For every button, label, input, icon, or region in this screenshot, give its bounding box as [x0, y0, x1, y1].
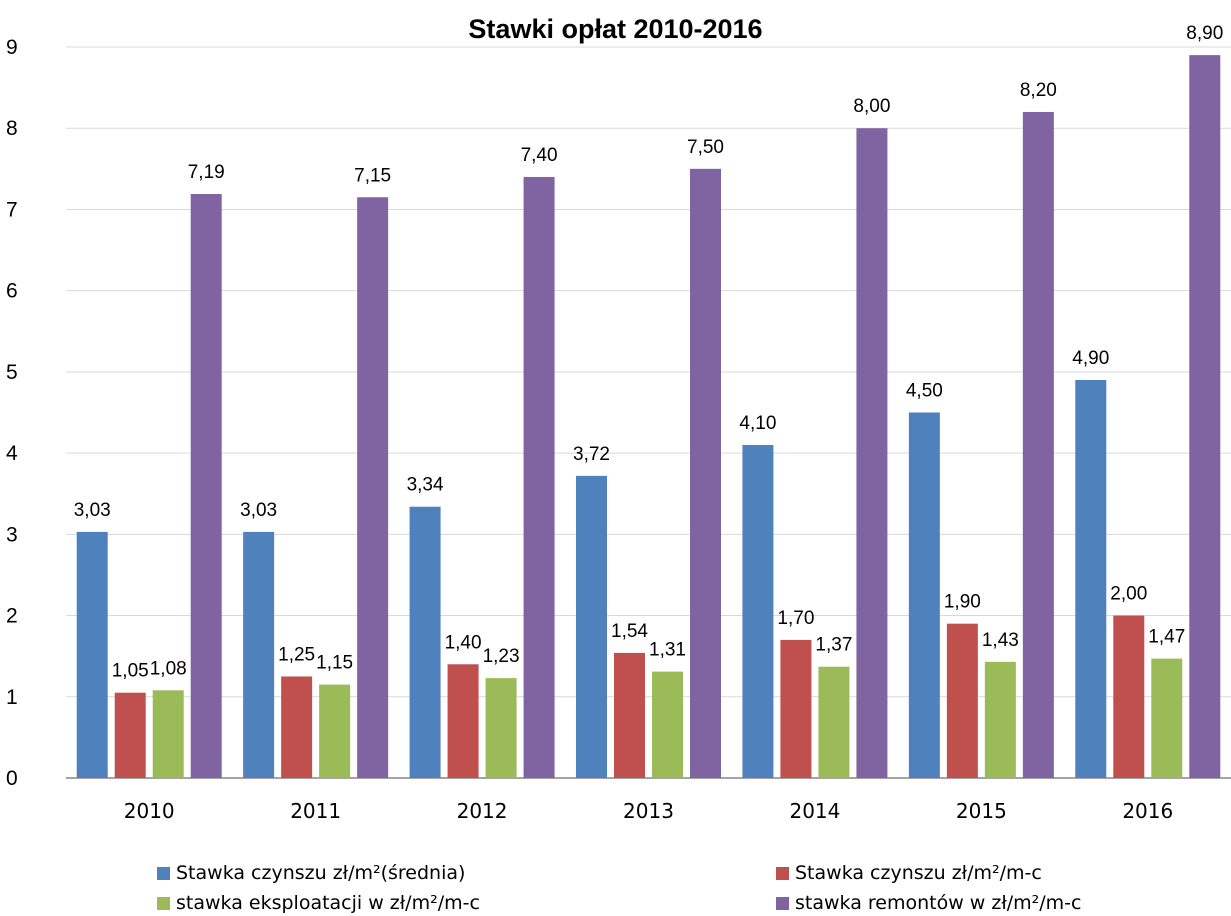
- data-label: 7,15: [354, 165, 391, 186]
- x-tick-label: 2012: [457, 799, 508, 823]
- legend-item-czynsz-mc: Stawka czynszu zł/m²/m-c: [776, 862, 1042, 884]
- bar: [780, 639, 812, 778]
- data-label: 1,70: [777, 608, 814, 629]
- x-tick-label: 2013: [623, 799, 674, 823]
- data-label: 8,00: [853, 96, 890, 117]
- data-label: 1,23: [483, 646, 520, 667]
- data-label: 4,90: [1072, 348, 1109, 369]
- chart-title: Stawki opłat 2010-2016: [468, 14, 763, 44]
- y-tick-label: 9: [6, 36, 18, 59]
- bar: [1075, 380, 1107, 778]
- y-tick-label: 7: [6, 198, 18, 221]
- y-tick-label: 4: [6, 442, 18, 465]
- bar: [614, 652, 645, 778]
- legend-label: Stawka czynszu zł/m²/m-c: [795, 862, 1042, 884]
- x-tick-label: 2014: [789, 799, 840, 823]
- legend-swatch: [776, 896, 789, 910]
- data-label: 1,05: [112, 661, 149, 682]
- legend-item-czynsz-srednia: Stawka czynszu zł/m²(średnia): [157, 862, 465, 884]
- bar: [485, 678, 517, 778]
- data-label: 1,25: [278, 644, 315, 665]
- y-tick-label: 2: [6, 605, 18, 628]
- bars: [76, 55, 1221, 779]
- bar: [984, 661, 1016, 778]
- data-labels: 3,03 1,05 1,08 7,19 3,03 1,25 1,15 7,15 3,34 1,40…: [74, 23, 1224, 682]
- x-tick-label: 2010: [124, 799, 175, 823]
- bar: [946, 623, 978, 778]
- bar: [652, 671, 683, 778]
- data-label: 4,10: [739, 413, 776, 434]
- y-tick-label: 0: [6, 767, 18, 790]
- data-label: 2,00: [1110, 584, 1147, 605]
- legend-label: stawka eksploatacji w zł/m²/m-c: [176, 892, 480, 914]
- bar: [818, 666, 850, 778]
- bar: [856, 128, 888, 778]
- data-label: 3,34: [407, 475, 444, 496]
- x-tick-label: 2016: [1122, 799, 1173, 823]
- data-label: 3,72: [573, 444, 610, 465]
- bar: [281, 676, 313, 778]
- y-tick-label: 1: [6, 686, 18, 709]
- y-axis-ticks: 0 1 2 3 4 5 6 7 8 9: [6, 36, 18, 790]
- data-label: 1,43: [982, 630, 1019, 651]
- data-label: 1,37: [815, 635, 852, 656]
- data-label: 3,03: [74, 500, 111, 521]
- data-label: 1,15: [316, 653, 353, 674]
- bar: [76, 531, 108, 778]
- legend-label: stawka remontów w zł/m²/m-c: [795, 892, 1082, 914]
- bar: [1151, 658, 1183, 778]
- bar: [1189, 55, 1221, 779]
- data-label: 3,03: [240, 500, 277, 521]
- x-tick-label: 2015: [956, 799, 1007, 823]
- data-label: 7,50: [687, 137, 724, 158]
- legend-swatch: [157, 896, 170, 910]
- legend-item-remonty: stawka remontów w zł/m²/m-c: [776, 892, 1081, 914]
- data-label: 1,08: [150, 658, 187, 679]
- bar: [357, 197, 389, 778]
- gridlines: [66, 46, 1231, 779]
- data-label: 1,31: [649, 640, 686, 661]
- legend-item-eksploatacja: stawka eksploatacji w zł/m²/m-c: [157, 892, 480, 914]
- data-label: 1,40: [445, 632, 482, 653]
- y-tick-label: 3: [6, 523, 18, 546]
- y-tick-label: 5: [6, 361, 18, 384]
- bar: [114, 692, 146, 778]
- bar: [409, 506, 441, 778]
- bar: [1113, 615, 1145, 778]
- bar: [243, 531, 275, 778]
- data-label: 7,40: [521, 145, 558, 166]
- legend-swatch: [157, 866, 170, 880]
- bar: [190, 194, 222, 779]
- x-tick-label: 2011: [290, 799, 341, 823]
- data-label: 1,90: [944, 592, 981, 613]
- data-label: 1,54: [611, 621, 648, 642]
- bar: [690, 168, 721, 779]
- bar: [576, 475, 607, 778]
- y-tick-label: 8: [6, 117, 18, 140]
- data-label: 1,47: [1148, 627, 1185, 648]
- bar: [447, 664, 479, 778]
- bar: [319, 684, 351, 778]
- data-label: 8,90: [1186, 23, 1223, 44]
- data-label: 8,20: [1020, 80, 1057, 101]
- legend-label: Stawka czynszu zł/m²(średnia): [176, 862, 466, 884]
- data-label: 7,19: [188, 162, 225, 183]
- bar: [742, 444, 774, 778]
- x-axis-ticks: 2010 2011 2012 2013 2014 2015 2016: [124, 799, 1173, 823]
- bar: [1022, 111, 1054, 778]
- bar: [908, 412, 940, 778]
- legend-swatch: [776, 866, 789, 880]
- bar: [523, 176, 555, 778]
- y-tick-label: 6: [6, 280, 18, 303]
- bar: [152, 690, 184, 778]
- data-label: 4,50: [906, 381, 943, 402]
